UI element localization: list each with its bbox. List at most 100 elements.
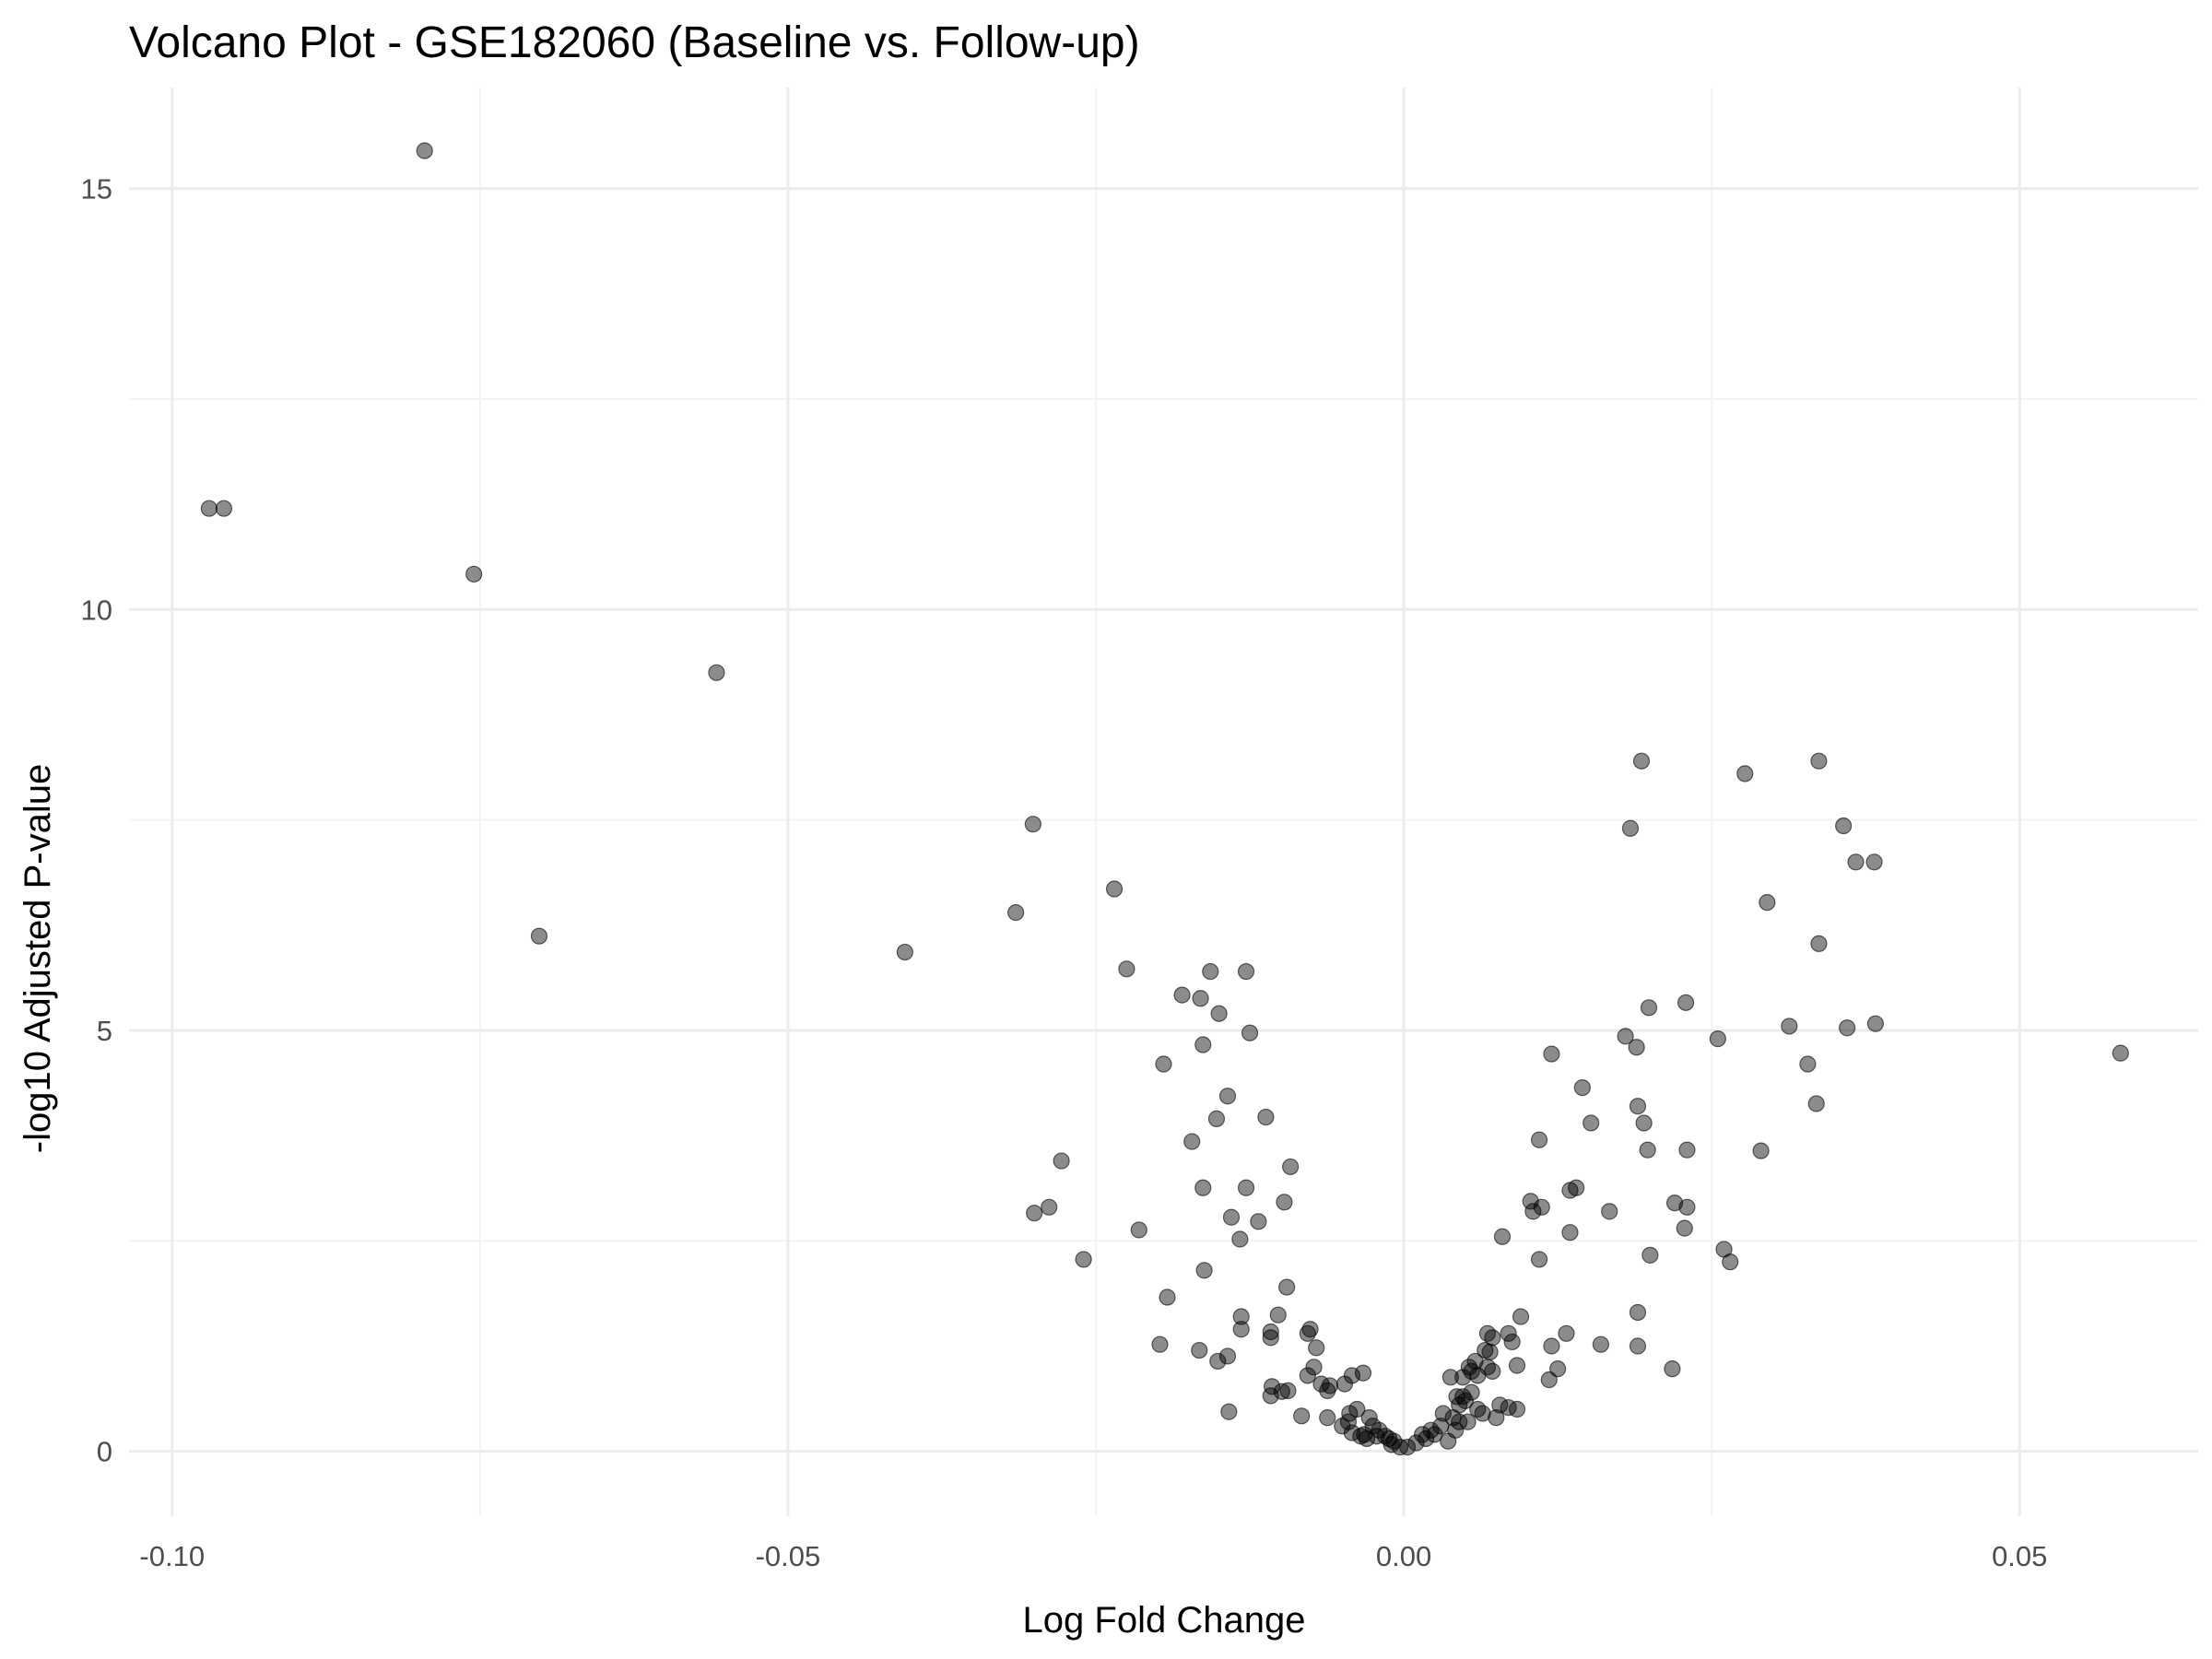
data-point xyxy=(1781,1018,1798,1035)
data-point xyxy=(1354,1364,1372,1382)
data-point xyxy=(1273,1382,1290,1400)
data-point xyxy=(1635,1114,1653,1132)
data-point xyxy=(1209,1352,1227,1371)
data-point xyxy=(1807,1095,1825,1112)
data-point xyxy=(1481,1343,1499,1360)
chart-title: Volcano Plot - GSE182060 (Baseline vs. F… xyxy=(129,18,1140,67)
data-point xyxy=(1250,1213,1267,1230)
data-point xyxy=(1484,1362,1501,1380)
data-point xyxy=(1278,1278,1296,1296)
data-point xyxy=(1305,1359,1323,1376)
data-point xyxy=(1454,1369,1472,1386)
data-point xyxy=(1130,1221,1147,1239)
data-point xyxy=(1460,1359,1478,1376)
data-point xyxy=(1601,1203,1618,1220)
data-point xyxy=(1232,1308,1250,1325)
data-point xyxy=(1558,1324,1575,1342)
data-point xyxy=(1810,935,1828,953)
data-point xyxy=(1459,1413,1477,1430)
data-point xyxy=(465,565,483,583)
data-point xyxy=(1512,1308,1530,1325)
data-point xyxy=(1299,1324,1316,1342)
data-point xyxy=(1451,1413,1468,1430)
data-point xyxy=(1628,1039,1645,1056)
data-point xyxy=(1524,1203,1542,1220)
data-point xyxy=(1407,1434,1425,1452)
data-point xyxy=(1810,752,1828,770)
data-point xyxy=(1222,1208,1241,1226)
data-point xyxy=(1640,999,1658,1017)
data-point xyxy=(1220,1403,1238,1420)
data-point xyxy=(1641,1246,1659,1264)
data-point xyxy=(1799,1055,1817,1073)
data-point xyxy=(1422,1421,1440,1439)
data-point xyxy=(1191,1341,1208,1359)
data-point xyxy=(1053,1152,1070,1170)
data-point xyxy=(1155,1055,1172,1073)
data-point xyxy=(1441,1369,1459,1386)
data-point xyxy=(1709,1030,1726,1048)
minor-gridlines xyxy=(129,88,2198,1516)
data-point xyxy=(708,664,725,681)
data-point xyxy=(1549,1360,1567,1378)
data-point xyxy=(1568,1179,1585,1196)
data-point xyxy=(1360,1409,1378,1427)
data-point xyxy=(1368,1428,1385,1445)
x-axis-tick-labels: -0.10 -0.05 0.00 0.05 xyxy=(139,1540,2047,1572)
data-point xyxy=(1500,1324,1517,1342)
y-tick-label: 5 xyxy=(97,1015,112,1047)
data-point xyxy=(1262,1323,1279,1341)
x-tick-label: 0.00 xyxy=(1376,1540,1431,1572)
data-point xyxy=(1533,1198,1550,1216)
y-tick-label: 0 xyxy=(97,1436,112,1468)
data-point xyxy=(1839,1019,1856,1037)
data-point xyxy=(1865,853,1883,871)
data-point xyxy=(1334,1418,1351,1435)
y-tick-label: 15 xyxy=(81,173,112,206)
data-point xyxy=(1440,1432,1457,1450)
data-point xyxy=(1262,1329,1279,1347)
data-point xyxy=(1195,1262,1213,1279)
data-point xyxy=(1269,1306,1287,1324)
data-point xyxy=(1231,1230,1249,1248)
data-point xyxy=(1299,1367,1316,1384)
data-point xyxy=(1573,1078,1591,1097)
data-point xyxy=(1024,816,1041,833)
data-point xyxy=(1434,1405,1452,1422)
data-point xyxy=(1380,1430,1398,1448)
x-tick-label: -0.10 xyxy=(139,1540,205,1572)
data-point xyxy=(1454,1388,1472,1406)
y-axis-tick-labels: 0 5 10 15 xyxy=(81,173,112,1468)
data-point xyxy=(1540,1371,1558,1389)
data-point xyxy=(1194,1036,1212,1053)
data-point xyxy=(1493,1228,1512,1245)
data-point xyxy=(1759,894,1776,912)
data-point xyxy=(1835,817,1853,835)
data-point xyxy=(896,943,913,961)
data-point xyxy=(1629,1337,1647,1355)
data-point xyxy=(1007,904,1025,922)
data-point xyxy=(1508,1400,1526,1418)
data-points xyxy=(200,142,2129,1456)
data-point xyxy=(1276,1194,1293,1211)
data-point xyxy=(1414,1426,1431,1443)
data-point xyxy=(1530,1251,1548,1268)
data-point xyxy=(1398,1439,1417,1456)
data-point xyxy=(1722,1253,1739,1271)
data-point xyxy=(1026,1205,1043,1222)
data-point xyxy=(1352,1428,1370,1445)
data-point xyxy=(1218,1088,1237,1105)
data-point xyxy=(1279,1382,1297,1400)
data-point xyxy=(1151,1335,1169,1353)
major-gridlines xyxy=(129,88,2198,1516)
data-point xyxy=(215,500,232,517)
data-point xyxy=(1639,1141,1656,1159)
data-point xyxy=(1866,1015,1884,1032)
data-point xyxy=(1676,1219,1693,1237)
data-point xyxy=(1665,1194,1684,1212)
data-point xyxy=(1041,1198,1058,1216)
data-point xyxy=(1232,1321,1250,1338)
data-point xyxy=(1508,1357,1526,1374)
data-point xyxy=(1218,1347,1237,1365)
data-point xyxy=(1736,765,1754,782)
